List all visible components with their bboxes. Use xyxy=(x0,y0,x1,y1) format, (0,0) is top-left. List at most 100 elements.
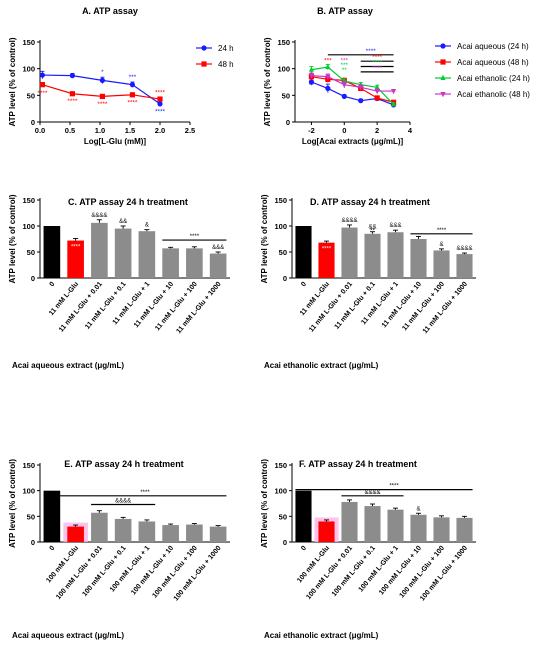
bar xyxy=(209,253,227,278)
axes-f: 0 50 100 150 ATP level (% of control) xyxy=(260,459,293,548)
significance-label: ** xyxy=(342,67,348,74)
bar xyxy=(91,222,108,278)
x-tick-label: 0.5 xyxy=(65,126,75,135)
chart-a: A. ATP assay 0 50 100 150 ATP level (% of con… xyxy=(8,6,234,146)
x-tick-label: 11 mM L-Glu + 0.01 xyxy=(58,281,104,334)
data-point xyxy=(440,59,446,65)
x-tick-label: 11 mM L-Glu + 10 xyxy=(381,281,423,330)
bar xyxy=(364,233,381,278)
x-tick-label: 100 mM L-Glu + 1000 xyxy=(419,545,469,603)
bar xyxy=(138,521,156,542)
bar-label: &&&& xyxy=(456,246,472,252)
chart-title: C. ATP assay 24 h treatment xyxy=(68,197,188,207)
bar xyxy=(162,525,179,542)
x-tick-label: 100 mM L-Glu + 1 xyxy=(358,545,401,594)
bar xyxy=(67,240,84,278)
data-point xyxy=(325,74,331,80)
data-point xyxy=(325,85,331,91)
y-tick-label: 50 xyxy=(27,248,35,257)
legend-item: Acai aqueous (24 h) xyxy=(435,42,529,51)
x-tick-label: 2 xyxy=(375,126,379,135)
data-point xyxy=(69,91,75,97)
data-point xyxy=(308,66,315,72)
data-point xyxy=(440,92,446,98)
axes-b: 0 50 100 150 ATP level (% of control) xyxy=(263,37,296,127)
y-tick-label: 0 xyxy=(283,274,287,283)
x-tick-label: 0 xyxy=(49,281,57,289)
legend-item: Acai ethanolic (24 h) xyxy=(435,74,530,83)
data-point xyxy=(341,82,347,88)
y-axis-label: ATP level (% of control) xyxy=(260,459,269,548)
bar xyxy=(318,242,335,278)
legend-label: 24 h xyxy=(218,44,234,53)
bar xyxy=(456,517,473,542)
significance-label: **** xyxy=(389,484,399,490)
significance-label: **** xyxy=(140,490,150,496)
y-tick-label: 150 xyxy=(274,196,287,205)
data-point xyxy=(374,84,380,90)
data-point xyxy=(99,77,105,83)
bar-label: & xyxy=(439,242,443,248)
significance-label: **** xyxy=(67,98,78,105)
bar xyxy=(341,501,358,542)
bar xyxy=(295,226,312,278)
x-tick-label: 0 xyxy=(300,545,308,553)
x-tick-label: 4 xyxy=(408,126,413,135)
y-tick-label: 50 xyxy=(27,512,35,521)
x-axis-label: Log[L-Glu (mM)] xyxy=(84,137,147,146)
y-tick-label: 0 xyxy=(31,538,35,547)
y-tick-label: 100 xyxy=(22,487,35,496)
x-tick-label: 0 xyxy=(49,545,57,553)
bar xyxy=(387,232,404,278)
y-tick-label: 50 xyxy=(279,512,287,521)
legend-label: 48 h xyxy=(218,60,234,69)
significance-label: *** xyxy=(340,57,348,64)
series-line xyxy=(311,66,395,105)
x-tick-label: 1.5 xyxy=(125,126,135,135)
bar-label: && xyxy=(368,225,376,231)
y-tick-label: 100 xyxy=(274,487,287,496)
significance-label: *** xyxy=(129,74,137,81)
x-tick-label: 100 mM L-Glu + 0.1 xyxy=(81,545,127,598)
bar xyxy=(209,526,227,542)
x-tick-label: 11 mM L-Glu + 0.1 xyxy=(84,281,128,331)
y-axis-label: ATP level (% of control) xyxy=(8,459,17,548)
series-0: ******** xyxy=(39,69,166,115)
data-point xyxy=(39,82,45,88)
chart-title: B. ATP assay xyxy=(317,6,373,16)
y-axis-label: ATP level (% of control) xyxy=(8,194,17,283)
data-point xyxy=(157,101,163,107)
y-tick-label: 50 xyxy=(27,91,35,100)
bar-label: &&& xyxy=(212,245,224,251)
bar xyxy=(433,517,450,542)
data-point xyxy=(201,61,207,67)
data-point xyxy=(390,101,397,107)
y-tick-label: 150 xyxy=(277,38,290,47)
data-point xyxy=(440,74,446,80)
x-axis-label: Acai aqueous extract (μg/mL) xyxy=(12,631,124,640)
bar xyxy=(341,227,358,278)
axes-d: 0 50 100 150 ATP level (% of control) xyxy=(260,194,293,284)
x-tick-label: 11 mM L-Glu + 0.01 xyxy=(308,281,354,334)
bar xyxy=(318,521,335,542)
bar-label: & xyxy=(145,223,149,229)
bar xyxy=(138,231,156,278)
y-tick-label: 150 xyxy=(274,461,287,470)
legend-item: 48 h xyxy=(196,60,234,69)
bar-label: &&&& xyxy=(341,218,357,224)
y-tick-label: 50 xyxy=(282,91,290,100)
series-line xyxy=(311,75,394,92)
significance-label: &&&& xyxy=(364,490,380,496)
bar xyxy=(295,490,312,542)
x-tick-label: 2.0 xyxy=(155,126,165,135)
bar xyxy=(186,248,203,278)
bar xyxy=(43,226,61,278)
data-point xyxy=(325,63,331,70)
bar-label: &&& xyxy=(389,223,401,229)
legend-item: Acai ethanolic (48 h) xyxy=(435,90,530,99)
legend-label: Acai ethanolic (24 h) xyxy=(457,74,530,83)
bar-label: && xyxy=(119,219,127,225)
x-tick-label: 11 mM L-Glu + 1000 xyxy=(422,281,469,336)
x-tick-label: 100 mM L-Glu + 10 xyxy=(130,545,175,597)
